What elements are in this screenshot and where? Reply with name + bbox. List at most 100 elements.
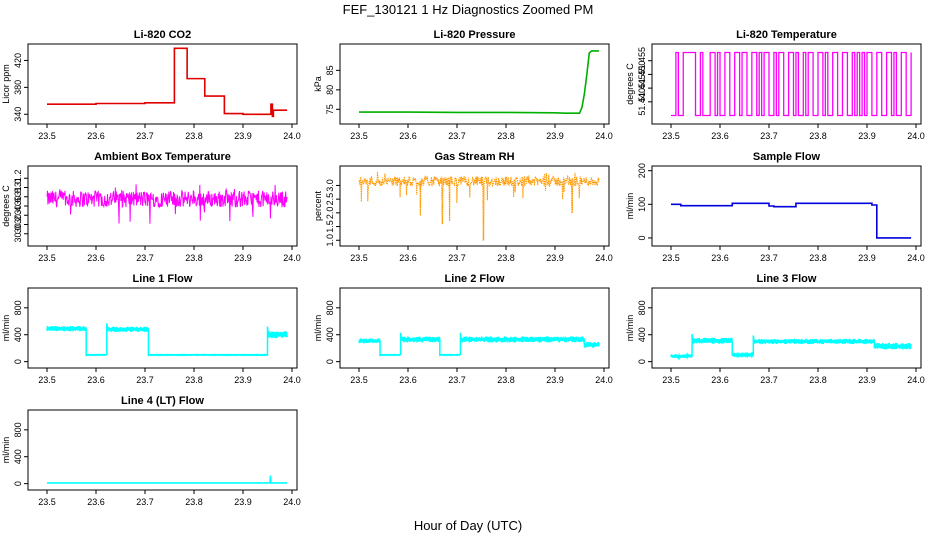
y-tick-label: 0 xyxy=(13,481,23,486)
x-tick-label: 23.8 xyxy=(809,375,827,385)
y-axis-label: Licor ppm xyxy=(1,64,11,104)
plot-frame xyxy=(651,165,922,247)
y-tick-label: 30.0 xyxy=(13,225,23,243)
x-tick-label: 23.8 xyxy=(185,375,203,385)
series-line xyxy=(46,184,288,224)
y-tick-label: 0 xyxy=(637,235,647,240)
y-tick-label: 51.445 xyxy=(637,74,647,102)
panel-title: Ambient Box Temperature xyxy=(94,151,231,163)
y-tick-label: 800 xyxy=(325,300,335,315)
x-tick-label: 23.7 xyxy=(136,253,154,263)
x-tick-label: 23.7 xyxy=(448,375,466,385)
plot-frame xyxy=(27,287,298,369)
y-tick-label: 1.0 xyxy=(325,234,335,247)
x-tick-label: 23.7 xyxy=(136,497,154,507)
y-tick-label: 51.455 xyxy=(637,47,647,75)
y-tick-label: 75 xyxy=(325,104,335,114)
y-tick-label: 31.0 xyxy=(13,179,23,197)
y-axis-label: ml/min xyxy=(1,315,11,342)
x-tick-label: 23.8 xyxy=(185,497,203,507)
panel-7: Line 1 Flow ml/min 0 400 800 23.5 23.6 23.7 23.8… xyxy=(1,273,301,385)
plot-frame xyxy=(27,409,298,491)
series-segment xyxy=(106,323,150,355)
panel-9: Line 3 Flow ml/min 0 400 800 23.5 23.6 23.7 23.8… xyxy=(625,273,925,385)
x-tick-label: 23.6 xyxy=(399,131,417,141)
panel-5: Gas Stream RH percent 1.01.52.02.53.0 23.5 2… xyxy=(313,151,613,263)
series-line xyxy=(671,202,912,239)
panel-title: Li-820 Pressure xyxy=(434,29,516,41)
panel-title: Line 1 Flow xyxy=(133,273,193,285)
plot-frame xyxy=(651,287,922,369)
x-tick-label: 23.6 xyxy=(399,253,417,263)
x-tick-label: 23.9 xyxy=(234,253,252,263)
y-tick-label: 100 xyxy=(637,197,647,212)
x-tick-label: 23.9 xyxy=(234,375,252,385)
x-tick-label: 23.5 xyxy=(662,375,680,385)
x-tick-label: 23.9 xyxy=(858,131,876,141)
x-tick-label: 23.5 xyxy=(662,253,680,263)
y-tick-label: 400 xyxy=(13,449,23,464)
x-tick-label: 23.5 xyxy=(38,375,56,385)
y-tick-label: 420 xyxy=(13,53,23,68)
x-tick-label: 23.9 xyxy=(234,131,252,141)
y-tick-label: 340 xyxy=(13,107,23,122)
series-segment xyxy=(46,325,87,332)
x-tick-label: 23.5 xyxy=(662,131,680,141)
y-tick-label: 51.450 xyxy=(637,61,647,89)
y-tick-label: 0 xyxy=(13,359,23,364)
plot-frame xyxy=(27,43,298,125)
y-tick-label: 85 xyxy=(325,65,335,75)
y-axis-label: percent xyxy=(313,190,323,221)
plot-frame xyxy=(651,43,922,125)
panel-title: Line 4 (LT) Flow xyxy=(121,395,204,407)
panel-title: Sample Flow xyxy=(753,151,821,163)
x-tick-label: 23.6 xyxy=(87,375,105,385)
series-segment xyxy=(85,328,108,357)
panel-2: Li-820 Pressure kPa 75 80 85 23.5 23.6 23.7 23.8… xyxy=(313,29,613,141)
y-tick-label: 30.2 xyxy=(13,216,23,234)
x-tick-label: 23.8 xyxy=(185,253,203,263)
series-line xyxy=(359,50,600,115)
y-axis-label: ml/min xyxy=(625,193,635,220)
y-tick-label: 400 xyxy=(637,327,647,342)
panel-title: Line 3 Flow xyxy=(757,273,817,285)
x-tick-label: 23.9 xyxy=(858,253,876,263)
x-tick-label: 23.5 xyxy=(38,253,56,263)
panel-title: Li-820 CO2 xyxy=(134,29,191,41)
x-tick-label: 23.5 xyxy=(350,375,368,385)
x-tick-label: 24.0 xyxy=(907,131,925,141)
panel-title: Li-820 Temperature xyxy=(736,29,837,41)
x-tick-label: 23.9 xyxy=(546,253,564,263)
y-tick-label: 2.0 xyxy=(325,207,335,220)
series-segment xyxy=(399,332,441,355)
x-tick-label: 23.8 xyxy=(809,253,827,263)
series-segment xyxy=(670,352,693,361)
y-tick-label: 31.2 xyxy=(13,169,23,187)
x-tick-label: 23.7 xyxy=(448,131,466,141)
y-tick-label: 400 xyxy=(13,327,23,342)
x-tick-label: 23.5 xyxy=(350,253,368,263)
x-tick-label: 24.0 xyxy=(283,253,301,263)
x-tick-label: 23.5 xyxy=(350,131,368,141)
series-segment xyxy=(266,326,288,355)
x-tick-label: 24.0 xyxy=(283,375,301,385)
x-tick-label: 24.0 xyxy=(595,131,613,141)
y-axis-label: ml/min xyxy=(625,315,635,342)
x-tick-label: 23.7 xyxy=(136,131,154,141)
x-tick-label: 23.8 xyxy=(185,131,203,141)
x-tick-label: 23.6 xyxy=(711,131,729,141)
x-tick-label: 24.0 xyxy=(595,375,613,385)
plot-frame xyxy=(339,287,610,369)
x-tick-label: 23.6 xyxy=(87,131,105,141)
x-tick-label: 23.7 xyxy=(760,131,778,141)
x-tick-label: 23.6 xyxy=(711,253,729,263)
x-tick-label: 23.9 xyxy=(546,131,564,141)
panel-title: Gas Stream RH xyxy=(434,151,514,163)
x-tick-label: 23.5 xyxy=(38,131,56,141)
x-tick-label: 23.6 xyxy=(87,253,105,263)
y-tick-label: 800 xyxy=(13,300,23,315)
x-tick-label: 23.9 xyxy=(858,375,876,385)
x-tick-label: 24.0 xyxy=(283,497,301,507)
series-line xyxy=(47,475,288,484)
